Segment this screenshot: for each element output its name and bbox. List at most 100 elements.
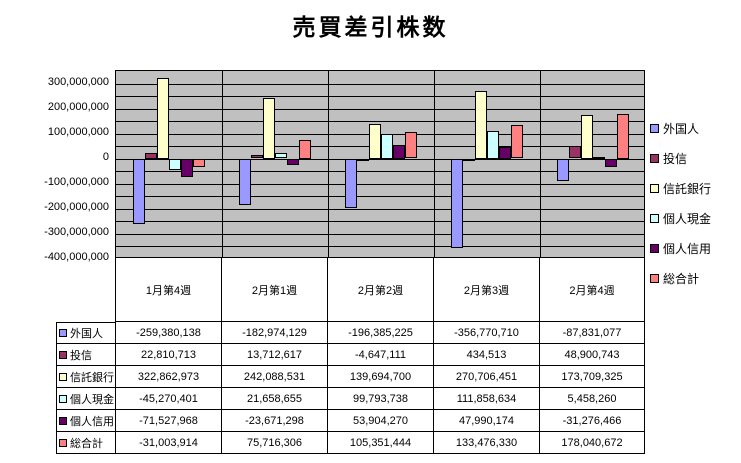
bar-個人現金	[169, 159, 181, 170]
table-row-header: 信託銀行	[56, 366, 115, 388]
gridline	[116, 109, 644, 110]
table-value: 21,658,655	[221, 388, 327, 410]
legend-swatch	[650, 154, 659, 163]
bar-信託銀行	[369, 124, 381, 159]
series-name: 個人信用	[70, 415, 114, 428]
table-value: -259,380,138	[115, 322, 221, 344]
y-axis-label: -400,000,000	[44, 251, 109, 263]
table-value: 133,476,330	[433, 432, 539, 454]
bar-投信	[357, 159, 369, 161]
bar-個人現金	[275, 153, 287, 158]
plot-area	[115, 70, 645, 258]
table-value: -71,527,968	[115, 410, 221, 432]
table-value: -182,974,129	[221, 322, 327, 344]
bar-個人信用	[181, 159, 193, 177]
series-name: 外国人	[70, 328, 103, 340]
bar-信託銀行	[157, 78, 169, 159]
table-value: 48,900,743	[539, 344, 645, 366]
gridline	[116, 96, 644, 97]
y-axis-label: -100,000,000	[44, 176, 109, 188]
legend-swatch	[650, 244, 659, 253]
legend-label: 外国人	[663, 122, 700, 136]
category-label: 2月第4週	[539, 258, 645, 322]
series-swatch	[59, 350, 67, 359]
legend-swatch	[650, 184, 659, 193]
series-name: 総合計	[70, 437, 103, 450]
table-value: 434,513	[433, 344, 539, 366]
gridline	[116, 234, 644, 235]
table-row-header: 個人信用	[56, 410, 115, 432]
category-separator	[222, 71, 223, 257]
bar-総合計	[193, 159, 205, 167]
table-value: 270,706,451	[433, 366, 539, 388]
table-value: 173,709,325	[539, 366, 645, 388]
y-axis-label: 300,000,000	[47, 76, 109, 88]
table-value: -45,270,401	[115, 388, 221, 410]
table-value: 105,351,444	[327, 432, 433, 454]
gridline	[116, 246, 644, 247]
bar-個人現金	[381, 134, 393, 159]
bar-外国人	[451, 159, 463, 248]
table-value: 322,862,973	[115, 366, 221, 388]
legend-swatch	[650, 214, 659, 223]
category-separator	[328, 71, 329, 257]
category-separator	[434, 71, 435, 257]
category-label: 1月第4週	[115, 258, 221, 322]
y-axis-label: 0	[102, 151, 109, 163]
series-swatch	[59, 416, 67, 425]
legend-swatch	[650, 274, 659, 283]
bar-投信	[251, 155, 263, 158]
legend-item: 外国人	[650, 120, 711, 137]
bar-外国人	[239, 159, 251, 205]
table-value: -87,831,077	[539, 322, 645, 344]
legend: 外国人 投信 信託銀行 個人現金 個人信用 総合計	[650, 120, 711, 300]
table-value: -23,671,298	[221, 410, 327, 432]
table-value: 178,040,672	[539, 432, 645, 454]
gridline	[116, 121, 644, 122]
table-value: -196,385,225	[327, 322, 433, 344]
category-label: 2月第2週	[327, 258, 433, 322]
legend-item: 個人信用	[650, 240, 711, 257]
legend-item: 個人現金	[650, 210, 711, 227]
gridline	[116, 84, 644, 85]
bar-個人信用	[287, 159, 299, 165]
legend-item: 投信	[650, 150, 711, 167]
legend-label: 個人信用	[663, 242, 712, 256]
table-value: 242,088,531	[221, 366, 327, 388]
bar-信託銀行	[581, 115, 593, 159]
gridline	[116, 209, 644, 210]
y-axis-label: 200,000,000	[47, 101, 109, 113]
category-label: 2月第3週	[433, 258, 539, 322]
bar-個人信用	[393, 145, 405, 159]
category-separator	[540, 71, 541, 257]
table-value: 75,716,306	[221, 432, 327, 454]
bar-信託銀行	[263, 98, 275, 159]
table-value: 5,458,260	[539, 388, 645, 410]
table-row-header: 外国人	[56, 322, 115, 344]
legend-label: 信託銀行	[663, 182, 712, 196]
gridline	[116, 159, 644, 160]
chart-title: 売買差引株数	[292, 14, 449, 40]
bar-総合計	[299, 140, 311, 159]
gridline	[116, 196, 644, 197]
bar-投信	[463, 159, 475, 161]
table-value: -31,276,466	[539, 410, 645, 432]
bar-総合計	[511, 125, 523, 158]
gridline	[116, 171, 644, 172]
bar-総合計	[405, 132, 417, 158]
bar-個人信用	[499, 147, 511, 159]
legend-swatch	[650, 124, 659, 133]
bar-外国人	[345, 159, 357, 208]
table-value: 13,712,617	[221, 344, 327, 366]
bar-投信	[145, 153, 157, 159]
table-value: -4,647,111	[327, 344, 433, 366]
legend-item: 信託銀行	[650, 180, 711, 197]
table-row-header: 総合計	[56, 432, 115, 454]
bar-個人信用	[605, 159, 617, 167]
legend-label: 個人現金	[663, 212, 712, 226]
bar-投信	[569, 146, 581, 158]
table-value: 47,990,174	[433, 410, 539, 432]
bar-個人現金	[487, 131, 499, 159]
table-value: 139,694,700	[327, 366, 433, 388]
y-axis-label: -200,000,000	[44, 201, 109, 213]
